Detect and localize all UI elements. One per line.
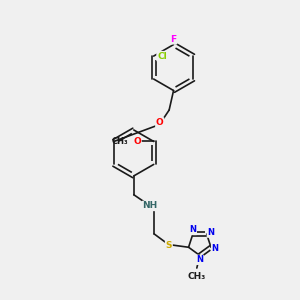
Text: N: N	[212, 244, 219, 253]
Text: CH₃: CH₃	[188, 272, 206, 280]
Text: CH₃: CH₃	[112, 137, 128, 146]
Text: S: S	[166, 241, 172, 250]
Text: N: N	[189, 226, 196, 235]
Text: Cl: Cl	[157, 52, 167, 61]
Text: F: F	[170, 35, 177, 44]
Text: N: N	[207, 228, 214, 237]
Text: NH: NH	[142, 201, 158, 210]
Text: N: N	[196, 255, 203, 264]
Text: O: O	[133, 137, 141, 146]
Text: O: O	[156, 118, 164, 127]
